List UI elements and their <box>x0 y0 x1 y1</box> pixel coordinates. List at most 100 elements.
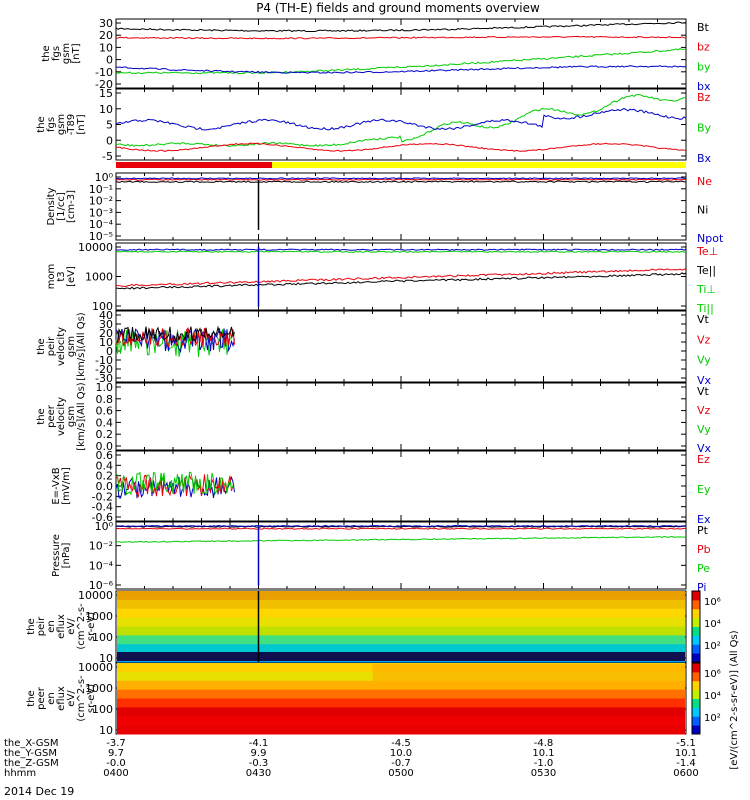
colorbar-swatch <box>692 617 700 627</box>
spectrogram-band <box>117 716 685 726</box>
y-axis-label: the peer en eflux eV/(cm^2-s-sr-eV) <box>26 675 97 722</box>
colorbar-swatch <box>692 663 700 673</box>
panel-frame <box>115 382 687 451</box>
orbit-value: -0.7 <box>391 758 411 769</box>
colorbar-swatch <box>692 725 700 735</box>
y-axis-label-line: [cm-3] <box>66 190 77 223</box>
spectrogram-band <box>117 725 685 735</box>
panel-4: 10000 1000 100 mom t3 [eV] Te⊥ Te|| Ti⊥ Ti|| <box>46 241 718 315</box>
series-ni <box>115 180 686 184</box>
y-tick-label: 10⁻² <box>89 195 113 208</box>
y-axis-label-line: eV/ <box>66 618 77 635</box>
y-tick-label: -20 <box>95 363 113 376</box>
y-axis-label-line: sr-eV) <box>86 612 97 641</box>
y-axis-label-line: the <box>41 45 52 61</box>
colorbar-swatch <box>692 698 700 708</box>
y-tick-label: 20 <box>99 29 113 42</box>
colorbar-swatch <box>692 689 700 699</box>
legend-bx: Bx <box>697 152 712 165</box>
y-tick-label: -10 <box>95 66 113 79</box>
y-tick-label: -10 <box>95 354 113 367</box>
y-axis-label-line: [1/cc] <box>56 192 67 221</box>
y-axis-label-line: Pressure <box>51 534 62 577</box>
panel-2: 15 10 5 0 -5 the fgs gsm -T89 [nT] Bz By Bx <box>36 87 712 165</box>
series-bt <box>115 21 686 33</box>
spectrogram-band <box>117 698 685 708</box>
y-axis-label: the fgs gsm -T89 [nT] <box>36 114 87 136</box>
series-npot <box>115 177 687 180</box>
y-axis-label: the peir velocity gsm [km/s](All Qs) <box>36 312 87 380</box>
y-tick-label: 10 <box>99 41 113 54</box>
legend-vz: Vz <box>697 333 711 346</box>
y-axis-label: Density [1/cc] [cm-3] <box>46 187 77 225</box>
spectrogram-band <box>117 680 685 691</box>
colorbar-swatch <box>692 653 700 663</box>
orbit-value: 0430 <box>246 768 271 779</box>
y-axis-label: Pressure [nPa] <box>51 534 72 577</box>
orbit-value: 0530 <box>531 768 556 779</box>
y-axis-label-line: E=-VxB <box>51 467 62 504</box>
legend-vz: Vz <box>697 404 711 417</box>
y-axis-label: the fgs gsm [nT] <box>41 43 82 64</box>
series-ti-para <box>115 248 687 251</box>
legend-bx: bx <box>697 80 711 93</box>
legend-pb: Pb <box>697 543 711 556</box>
y-axis-label-line: [nT] <box>71 43 82 63</box>
y-tick-label: 10⁻⁴ <box>89 218 114 231</box>
spectrogram-band <box>117 644 685 654</box>
legend-ni: Ni <box>697 204 708 217</box>
legend-npot: Npot <box>697 232 724 245</box>
orbit-row-label: the_X-GSM <box>4 738 58 749</box>
colorbar-label: [eV/(cm^2-s-sr-eV)] (All Qs) <box>729 630 740 769</box>
colorbar-frame <box>691 662 701 735</box>
colorbar-tick-label: 10² <box>704 641 721 652</box>
y-tick-label: 10 <box>99 336 113 349</box>
y-axis-label-line: en <box>46 692 57 705</box>
spectrogram-warm-region <box>372 664 685 682</box>
colorbar-swatch <box>692 608 700 619</box>
y-axis-label-line: (cm^2-s- <box>76 603 87 650</box>
y-axis-label-line: eflux <box>56 686 67 711</box>
series-te-perp <box>115 268 687 288</box>
y-tick-label: 10⁰ <box>95 171 114 184</box>
y-tick-label: 10000 <box>78 661 113 674</box>
y-tick-label: 0.0 <box>96 480 114 493</box>
orbit-value: -3.7 <box>106 738 126 749</box>
legend-by: by <box>697 60 711 73</box>
series-bz <box>115 35 687 40</box>
y-axis-label-line: [km/s](All Qs) <box>76 382 87 450</box>
series-vz <box>115 327 235 348</box>
colorbar-swatch <box>692 599 700 610</box>
panel-frame <box>115 88 687 161</box>
colorbar-swatch <box>692 680 700 691</box>
orbit-value: 10.1 <box>675 748 697 759</box>
y-axis-label-line: peir <box>46 336 57 356</box>
y-tick-label: 100 <box>92 631 113 644</box>
y-tick-label: 30 <box>99 318 113 331</box>
legend-te: Te⊥ <box>696 245 718 258</box>
colorbar-2: 10⁶ 10⁴ 10² <box>691 662 721 735</box>
colorbar-swatch <box>692 716 700 726</box>
y-tick-label: 0.0 <box>96 440 114 453</box>
y-tick-label: 20 <box>99 327 113 340</box>
orbit-row-label: hhmm <box>4 768 36 779</box>
y-axis-label: mom t3 [eV] <box>46 264 77 290</box>
legend-bz: Bz <box>697 91 711 104</box>
y-axis-label: the peir en eflux eV/(cm^2-s-sr-eV) <box>26 603 97 650</box>
y-tick-label: 0.2 <box>96 470 114 483</box>
series-pe <box>115 535 687 543</box>
spectrogram-band <box>117 608 685 619</box>
orbit-table: the_X-GSM -3.7 -4.1 -4.5 -4.8 -5.1 the_Y-GSM 9.… <box>4 738 699 779</box>
series-bx <box>115 65 687 74</box>
orbit-value: -1.0 <box>534 758 554 769</box>
colorbar-tick-label: 10² <box>704 713 721 724</box>
y-tick-label: 0 <box>106 345 113 358</box>
y-tick-label: 15 <box>99 87 113 100</box>
legend-pt: Pt <box>697 524 709 537</box>
y-tick-label: 0.6 <box>96 405 114 418</box>
legend-vt: Vt <box>697 385 710 398</box>
y-axis-label-line: (cm^2-s- <box>76 675 87 722</box>
y-tick-label: 5 <box>106 119 113 132</box>
